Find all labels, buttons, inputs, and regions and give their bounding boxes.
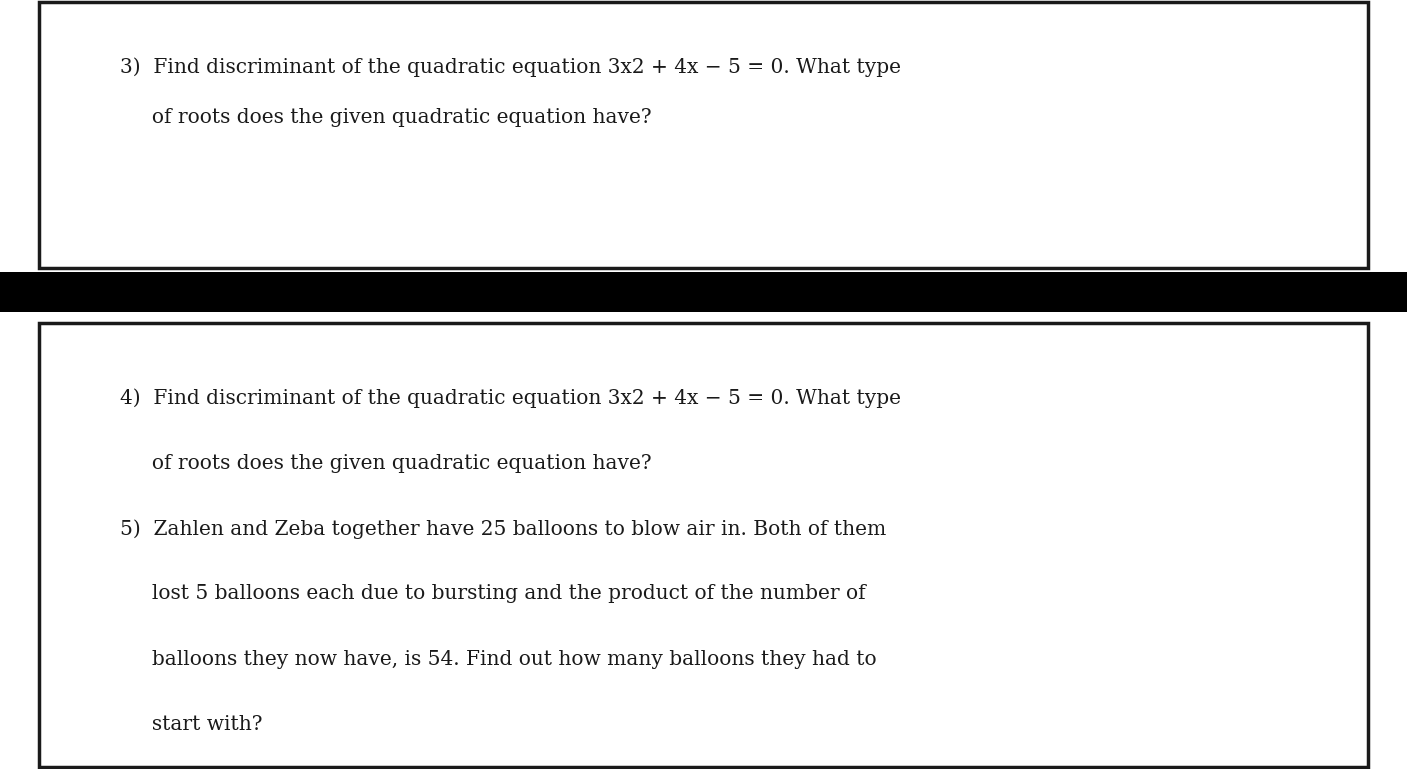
- Text: of roots does the given quadratic equation have?: of roots does the given quadratic equati…: [120, 108, 651, 127]
- Text: of roots does the given quadratic equation have?: of roots does the given quadratic equati…: [120, 454, 651, 473]
- Text: 3)  Find discriminant of the quadratic equation 3x2 + 4x − 5 = 0. What type: 3) Find discriminant of the quadratic eq…: [120, 58, 900, 78]
- Text: lost 5 balloons each due to bursting and the product of the number of: lost 5 balloons each due to bursting and…: [120, 584, 865, 604]
- Bar: [0, 272, 1407, 312]
- Text: start with?: start with?: [120, 715, 262, 734]
- Text: 5)  Zahlen and Zeba together have 25 balloons to blow air in. Both of them: 5) Zahlen and Zeba together have 25 ball…: [120, 519, 886, 539]
- Bar: [39, 323, 1368, 767]
- Text: 4)  Find discriminant of the quadratic equation 3x2 + 4x − 5 = 0. What type: 4) Find discriminant of the quadratic eq…: [120, 388, 900, 408]
- Text: balloons they now have, is 54. Find out how many balloons they had to: balloons they now have, is 54. Find out …: [120, 650, 877, 669]
- Bar: [39, 2, 1368, 268]
